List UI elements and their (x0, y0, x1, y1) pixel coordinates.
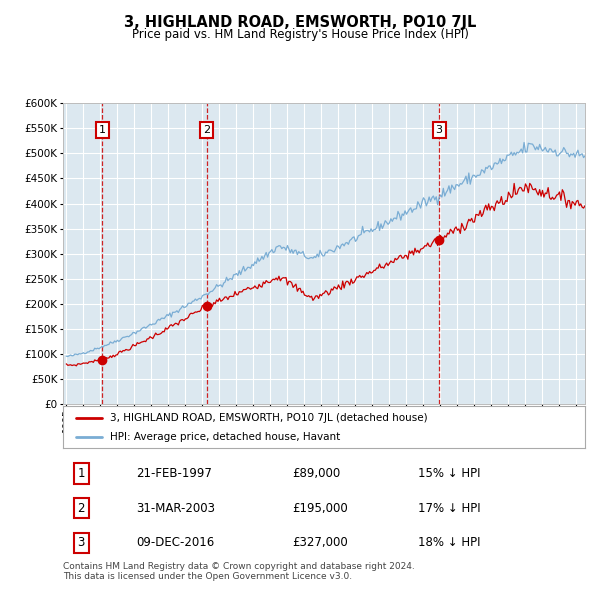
Text: 1: 1 (99, 125, 106, 135)
Text: This data is licensed under the Open Government Licence v3.0.: This data is licensed under the Open Gov… (63, 572, 352, 581)
Text: 1: 1 (77, 467, 85, 480)
Text: 2: 2 (203, 125, 210, 135)
Text: 2: 2 (77, 502, 85, 514)
Text: 3: 3 (436, 125, 443, 135)
Text: HPI: Average price, detached house, Havant: HPI: Average price, detached house, Hava… (110, 432, 340, 442)
Text: 3, HIGHLAND ROAD, EMSWORTH, PO10 7JL: 3, HIGHLAND ROAD, EMSWORTH, PO10 7JL (124, 15, 476, 30)
Text: Contains HM Land Registry data © Crown copyright and database right 2024.: Contains HM Land Registry data © Crown c… (63, 562, 415, 571)
Text: £89,000: £89,000 (293, 467, 341, 480)
Text: 31-MAR-2003: 31-MAR-2003 (136, 502, 215, 514)
Text: 09-DEC-2016: 09-DEC-2016 (136, 536, 214, 549)
Text: Price paid vs. HM Land Registry's House Price Index (HPI): Price paid vs. HM Land Registry's House … (131, 28, 469, 41)
Text: 17% ↓ HPI: 17% ↓ HPI (418, 502, 481, 514)
Text: 3, HIGHLAND ROAD, EMSWORTH, PO10 7JL (detached house): 3, HIGHLAND ROAD, EMSWORTH, PO10 7JL (de… (110, 413, 428, 423)
Text: 21-FEB-1997: 21-FEB-1997 (136, 467, 212, 480)
Text: £327,000: £327,000 (293, 536, 349, 549)
Text: 3: 3 (77, 536, 85, 549)
Text: 15% ↓ HPI: 15% ↓ HPI (418, 467, 481, 480)
Text: £195,000: £195,000 (293, 502, 349, 514)
Text: 18% ↓ HPI: 18% ↓ HPI (418, 536, 481, 549)
